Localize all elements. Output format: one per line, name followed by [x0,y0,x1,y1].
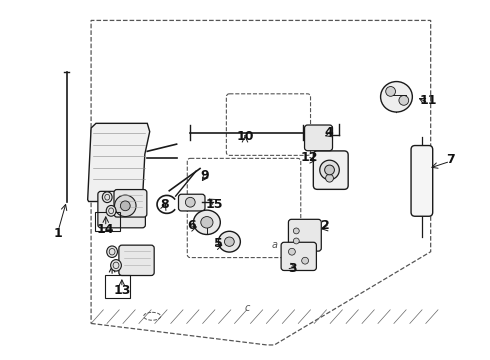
FancyBboxPatch shape [289,219,321,251]
Text: 7: 7 [446,153,455,166]
Text: 11: 11 [419,94,437,107]
Text: a: a [271,239,277,249]
FancyBboxPatch shape [114,190,147,217]
Circle shape [185,197,195,207]
FancyBboxPatch shape [98,192,146,228]
Ellipse shape [111,260,122,271]
Circle shape [289,248,295,255]
Circle shape [325,165,334,175]
Text: 6: 6 [187,219,196,233]
Text: 5: 5 [214,237,222,250]
Polygon shape [88,123,150,202]
Text: 4: 4 [325,126,333,139]
Ellipse shape [107,246,118,257]
FancyBboxPatch shape [313,151,348,189]
Text: 2: 2 [321,219,330,233]
Circle shape [326,174,333,182]
Text: 10: 10 [236,130,254,143]
Circle shape [121,201,130,211]
Ellipse shape [381,82,413,112]
Ellipse shape [224,237,234,246]
Ellipse shape [106,206,116,216]
Text: 13: 13 [113,284,130,297]
Circle shape [294,228,299,234]
Ellipse shape [194,210,220,234]
Text: c: c [245,303,250,314]
Circle shape [115,195,136,217]
FancyBboxPatch shape [281,242,317,270]
Circle shape [386,86,395,96]
Ellipse shape [201,217,213,228]
Circle shape [320,160,339,180]
Circle shape [302,257,309,264]
Circle shape [294,238,299,244]
Ellipse shape [219,231,241,252]
Ellipse shape [102,192,112,203]
Text: 9: 9 [200,169,209,182]
Text: 14: 14 [97,223,115,236]
FancyBboxPatch shape [119,245,154,275]
FancyBboxPatch shape [305,125,333,151]
Text: 12: 12 [301,151,318,164]
Text: 1: 1 [54,226,63,239]
FancyBboxPatch shape [411,145,433,216]
FancyBboxPatch shape [178,194,205,211]
Text: 15: 15 [206,198,223,211]
Text: 8: 8 [160,198,169,211]
Text: 3: 3 [289,262,297,275]
Circle shape [399,95,409,105]
